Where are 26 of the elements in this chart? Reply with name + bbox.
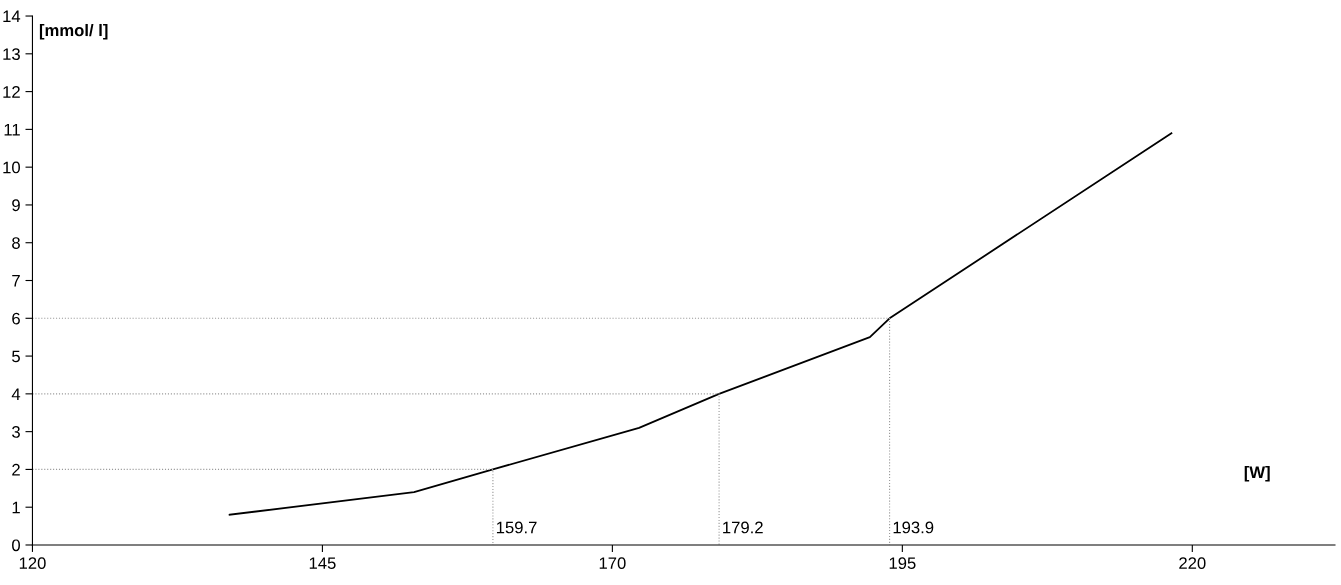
y-tick-label: 13 — [3, 48, 20, 61]
x-tick-label: 220 — [1179, 557, 1206, 570]
y-tick-label: 11 — [4, 123, 20, 136]
y-tick-label: 12 — [3, 86, 20, 98]
annotation: 179.2 — [723, 521, 763, 534]
annotation: 159.7 — [496, 521, 537, 534]
y-tick-label: 2 — [12, 463, 20, 476]
y-tick-label: 8 — [12, 237, 20, 249]
y-axis-title: [mmol/ l] — [39, 23, 108, 40]
y-tick-label: 14 — [3, 10, 21, 23]
x-tick-label: 195 — [889, 557, 916, 570]
y-tick-label: 5 — [12, 350, 20, 363]
y-tick-label: 1 — [12, 501, 20, 514]
x-tick-label: 145 — [309, 557, 336, 570]
y-tick-label: 7 — [12, 275, 20, 287]
line-series — [228, 132, 1173, 516]
y-tick-label: 4 — [11, 388, 21, 400]
y-tick-label: 10 — [3, 161, 20, 174]
y-tick-label: 6 — [12, 312, 20, 325]
y-tick-label: 9 — [12, 199, 20, 212]
x-tick-label: 170 — [599, 557, 626, 570]
y-tick-label: 0 — [12, 539, 20, 552]
x-axis-title: [W] — [1244, 465, 1270, 482]
y-tick-label: 3 — [12, 426, 20, 438]
x-tick-label: 120 — [19, 557, 46, 570]
annotation: 193.9 — [893, 521, 934, 534]
